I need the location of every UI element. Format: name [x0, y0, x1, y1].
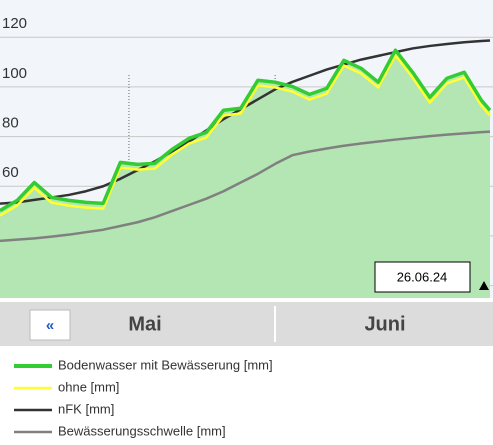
series-line	[0, 54, 491, 217]
y-tick-label: 60	[2, 164, 19, 181]
plot: 2040608010012015.05.01.06.	[0, 15, 493, 299]
y-tick-label: 120	[2, 15, 27, 32]
month-label[interactable]: Mai	[128, 313, 161, 335]
y-tick-label: 80	[2, 115, 19, 132]
series-line	[0, 39, 491, 205]
series-line	[0, 130, 491, 243]
area-fill	[0, 50, 490, 299]
legend: Bodenwasser mit Bewässerung [mm] ohne [mm…	[14, 357, 273, 438]
y-tick-label: 100	[2, 65, 27, 82]
legend-label: nFK [mm]	[58, 401, 114, 416]
date-label: 26.06.24	[397, 269, 448, 284]
legend-label: Bodenwasser mit Bewässerung [mm]	[58, 357, 273, 372]
nav-bar	[0, 302, 493, 346]
prev-button[interactable]	[29, 309, 71, 341]
month-label[interactable]: Juni	[364, 313, 405, 335]
legend-label: ohne [mm]	[58, 379, 119, 394]
date-marker[interactable]	[479, 281, 489, 290]
date-box	[374, 261, 471, 293]
legend-label: Bewässerungsschwelle [mm]	[58, 423, 226, 438]
prev-label[interactable]: «	[46, 317, 54, 334]
series-line	[0, 48, 492, 213]
